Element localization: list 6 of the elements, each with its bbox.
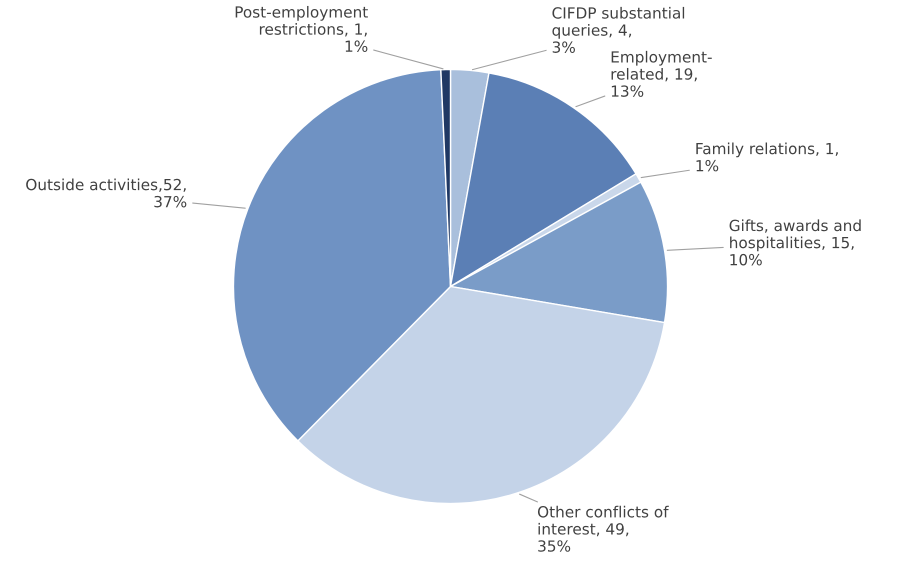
slice-label: Employment- related, 19, 13% [612, 50, 712, 97]
slice-label: Family relations, 1, 1% [696, 142, 838, 172]
slice-label: Post-employment restrictions, 1, 1% [236, 6, 368, 52]
slice-label: Outside activities,52, 37% [26, 178, 186, 208]
slice-label: Other conflicts of interest, 49, 35% [538, 506, 669, 552]
slice-label: Gifts, awards and hospitalities, 15, 10% [730, 219, 861, 266]
